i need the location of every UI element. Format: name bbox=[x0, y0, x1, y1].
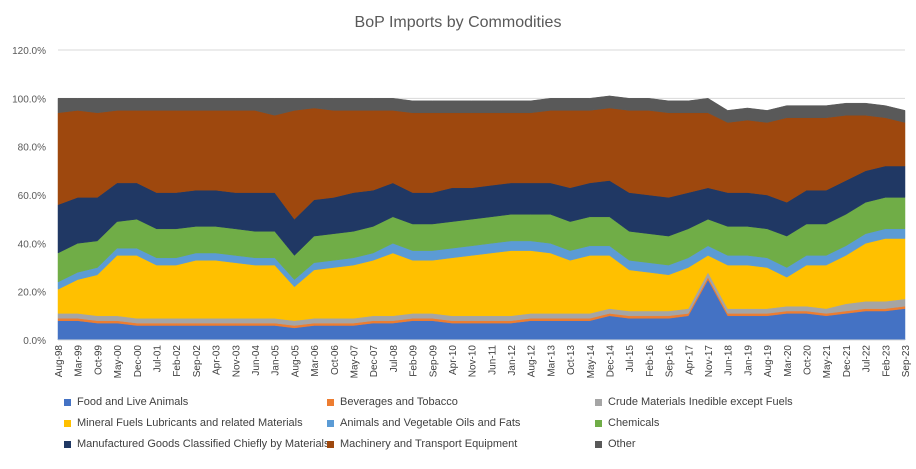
x-tick-label: Jul-01 bbox=[153, 345, 164, 373]
y-axis-ticks: 0.0% 20.0% 40.0% 60.0% 80.0% 100.0% 120.0% bbox=[12, 46, 46, 347]
legend-label: Other bbox=[608, 438, 636, 450]
legend-label: Mineral Fuels Lubricants and related Mat… bbox=[77, 417, 303, 429]
legend-label: Manufactured Goods Classified Chiefly by… bbox=[77, 438, 330, 450]
x-tick-label: Apr-10 bbox=[448, 345, 459, 375]
x-tick-label: May-07 bbox=[350, 345, 361, 379]
x-tick-label: Aug-19 bbox=[763, 345, 774, 378]
x-tick-label: Sep-23 bbox=[901, 345, 912, 378]
legend-label: Beverages and Tobacco bbox=[340, 396, 458, 408]
legend-swatch bbox=[327, 398, 334, 406]
x-tick-label: May-00 bbox=[113, 345, 124, 379]
x-tick-label: Feb-16 bbox=[645, 345, 656, 377]
x-tick-label: Mar-06 bbox=[310, 345, 321, 377]
x-tick-label: Dec-21 bbox=[842, 345, 853, 378]
x-tick-label: Feb-02 bbox=[172, 345, 183, 377]
x-tick-label: Jun-18 bbox=[724, 345, 735, 376]
legend-swatch bbox=[595, 398, 602, 406]
y-tick-label: 60.0% bbox=[18, 191, 46, 202]
legend-swatch bbox=[64, 440, 71, 448]
x-tick-label: Aug-05 bbox=[290, 345, 301, 378]
x-tick-label: Oct-13 bbox=[566, 345, 577, 375]
x-tick-label: Jun-11 bbox=[487, 345, 498, 375]
x-axis-ticks: Aug-98 Mar-99 Oct-99 May-00 Dec-00 Jul-01 Feb-… bbox=[54, 345, 912, 379]
legend-swatch bbox=[595, 440, 602, 448]
legend-item: Animals and Vegetable Oils and Fats bbox=[327, 417, 520, 429]
area-series-group bbox=[57, 95, 906, 341]
x-tick-label: Oct-20 bbox=[803, 345, 814, 375]
x-tick-label: Apr-03 bbox=[212, 345, 223, 375]
legend-label: Food and Live Animals bbox=[77, 396, 189, 408]
x-tick-label: Sep-09 bbox=[428, 345, 439, 378]
x-tick-label: Sep-16 bbox=[665, 345, 676, 378]
x-tick-label: Jun-04 bbox=[251, 345, 262, 376]
y-tick-label: 40.0% bbox=[18, 239, 46, 250]
x-tick-label: May-14 bbox=[586, 345, 597, 379]
x-tick-label: Sep-02 bbox=[192, 345, 203, 378]
legend-item: Crude Materials Inedible except Fuels bbox=[595, 396, 793, 408]
x-tick-label: Oct-06 bbox=[330, 345, 341, 375]
x-tick-label: Apr-17 bbox=[684, 345, 695, 375]
legend-item: Other bbox=[595, 438, 636, 450]
x-tick-label: Dec-14 bbox=[606, 345, 617, 378]
x-tick-label: Oct-99 bbox=[93, 345, 104, 375]
legend-swatch bbox=[327, 440, 334, 448]
y-tick-label: 0.0% bbox=[23, 336, 46, 347]
x-tick-label: Aug-12 bbox=[527, 345, 538, 378]
x-tick-label: May-21 bbox=[822, 345, 833, 379]
x-tick-label: Jan-05 bbox=[271, 345, 282, 376]
x-tick-label: Jan-19 bbox=[743, 345, 754, 376]
x-tick-label: Mar-20 bbox=[783, 345, 794, 377]
legend-swatch bbox=[64, 398, 71, 406]
x-tick-label: Feb-09 bbox=[409, 345, 420, 377]
y-tick-label: 120.0% bbox=[12, 46, 46, 57]
legend-item: Chemicals bbox=[595, 417, 659, 429]
x-tick-label: Nov-17 bbox=[704, 345, 715, 378]
chart-title: BoP Imports by Commodities bbox=[355, 14, 562, 31]
x-tick-label: Jul-22 bbox=[862, 345, 873, 373]
legend-item: Manufactured Goods Classified Chiefly by… bbox=[64, 438, 330, 450]
x-tick-label: Aug-98 bbox=[54, 345, 65, 378]
x-tick-label: Jan-12 bbox=[507, 345, 518, 376]
legend-item: Mineral Fuels Lubricants and related Mat… bbox=[64, 417, 303, 429]
x-tick-label: Jul-15 bbox=[625, 345, 636, 373]
y-tick-label: 20.0% bbox=[18, 288, 46, 299]
legend-swatch bbox=[64, 419, 71, 427]
y-tick-label: 80.0% bbox=[18, 143, 46, 154]
legend-item: Machinery and Transport Equipment bbox=[327, 438, 517, 450]
x-tick-label: Feb-23 bbox=[881, 345, 892, 377]
legend-label: Chemicals bbox=[608, 417, 660, 429]
y-tick-label: 100.0% bbox=[12, 94, 46, 105]
legend-item: Food and Live Animals bbox=[64, 396, 188, 408]
legend-label: Machinery and Transport Equipment bbox=[340, 438, 518, 450]
x-tick-label: Jul-08 bbox=[389, 345, 400, 373]
x-tick-label: Dec-07 bbox=[369, 345, 380, 378]
legend-swatch bbox=[595, 419, 602, 427]
x-tick-label: Nov-10 bbox=[468, 345, 479, 378]
legend-label: Crude Materials Inedible except Fuels bbox=[608, 396, 793, 408]
x-tick-label: Mar-13 bbox=[546, 345, 557, 377]
x-tick-label: Nov-03 bbox=[231, 345, 242, 378]
x-tick-label: Dec-00 bbox=[133, 345, 144, 378]
legend-swatch bbox=[327, 419, 334, 427]
legend-label: Animals and Vegetable Oils and Fats bbox=[340, 417, 521, 429]
area-series-8 bbox=[57, 95, 906, 123]
x-tick-label: Mar-99 bbox=[74, 345, 85, 377]
legend-item: Beverages and Tobacco bbox=[327, 396, 458, 408]
